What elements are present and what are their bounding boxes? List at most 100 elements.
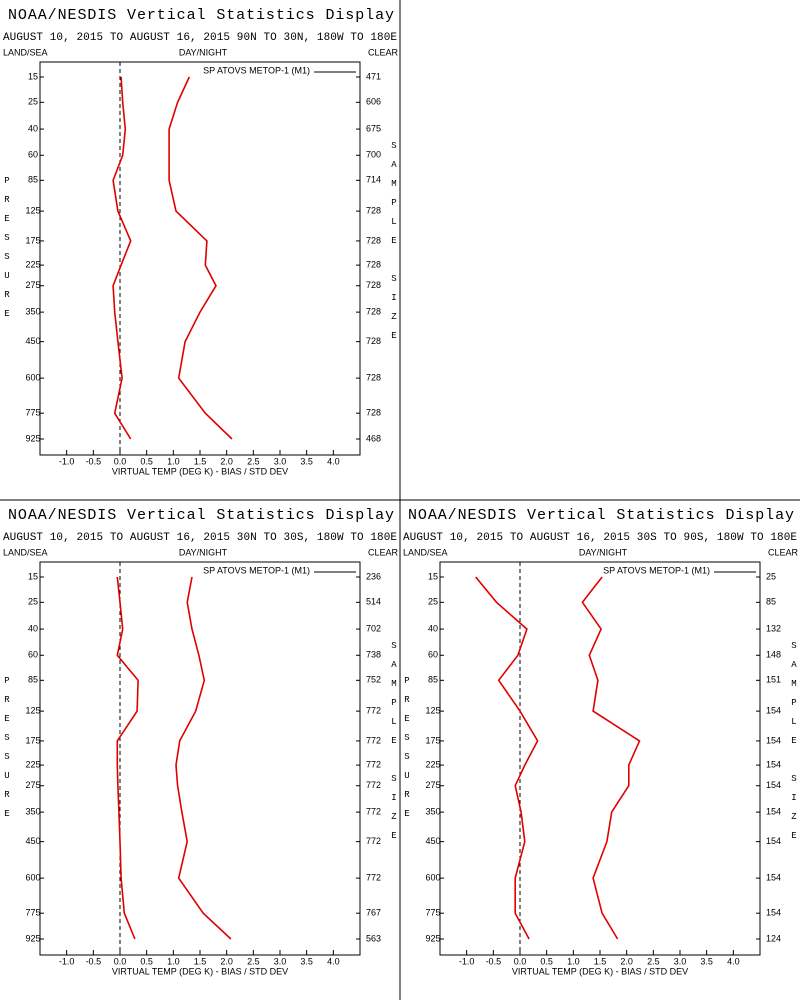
x-tick-label: 4.0 (727, 956, 740, 966)
y-tick-label: 350 (25, 806, 40, 816)
sample-size-label: 154 (766, 735, 781, 745)
x-tick-label: 2.0 (220, 456, 233, 466)
y-tick-label: 85 (28, 675, 38, 685)
x-tick-label: 0.0 (514, 956, 527, 966)
sample-size-label: 728 (366, 372, 381, 382)
x-tick-label: 1.5 (594, 956, 607, 966)
sample-size-label: 154 (766, 872, 781, 882)
x-tick-label: 3.5 (300, 956, 313, 966)
x-tick-label: -1.0 (59, 456, 75, 466)
x-tick-label: 0.5 (540, 956, 553, 966)
y2-axis-label: SAMPLE SIZE (389, 641, 399, 850)
x-tick-label: 3.0 (674, 956, 687, 966)
x-axis-label: VIRTUAL TEMP (DEG K) - BIAS / STD DEV (512, 966, 688, 976)
y-tick-label: 925 (425, 933, 440, 943)
legend-label: SP ATOVS METOP-1 (M1) (203, 65, 310, 75)
y-tick-label: 40 (28, 623, 38, 633)
sample-size-label: 154 (766, 780, 781, 790)
series-line (116, 576, 139, 940)
y2-axis-label: SAMPLE SIZE (389, 141, 399, 350)
y-tick-label: 450 (425, 836, 440, 846)
y-tick-label: 60 (428, 650, 438, 660)
y-axis-label: PRESSURE (2, 176, 12, 328)
label-center: DAY/NIGHT (579, 547, 628, 557)
y-tick-label: 175 (425, 735, 440, 745)
y-tick-label: 85 (428, 675, 438, 685)
x-tick-label: 0.0 (114, 956, 127, 966)
y-tick-label: 25 (28, 597, 38, 607)
x-tick-label: -1.0 (459, 956, 475, 966)
sample-size-label: 563 (366, 933, 381, 943)
sample-size-label: 85 (766, 597, 776, 607)
y-tick-label: 15 (28, 571, 38, 581)
label-left: LAND/SEA (3, 47, 48, 57)
sample-size-label: 772 (366, 705, 381, 715)
sample-size-label: 728 (366, 408, 381, 418)
y-tick-label: 15 (28, 71, 38, 81)
y-tick-label: 775 (25, 908, 40, 918)
y2-axis-label: SAMPLE SIZE (789, 641, 799, 850)
x-tick-label: 2.5 (647, 956, 660, 966)
sample-size-label: 752 (366, 675, 381, 685)
x-tick-label: 1.0 (567, 956, 580, 966)
sample-size-label: 714 (366, 175, 381, 185)
y-axis-label: PRESSURE (2, 676, 12, 828)
sample-size-label: 728 (366, 306, 381, 316)
x-tick-label: 1.5 (194, 956, 207, 966)
chart-title: NOAA/NESDIS Vertical Statistics Display (8, 7, 394, 24)
y-axis-label: PRESSURE (402, 676, 412, 828)
y-tick-label: 25 (28, 97, 38, 107)
sample-size-label: 154 (766, 759, 781, 769)
sample-size-label: 772 (366, 759, 381, 769)
label-right: CLEAR (368, 547, 399, 557)
y-tick-label: 125 (25, 205, 40, 215)
sample-size-label: 124 (766, 933, 781, 943)
plot-frame (39, 61, 361, 456)
sample-size-label: 700 (366, 150, 381, 160)
y-tick-label: 775 (425, 908, 440, 918)
panel: NOAA/NESDIS Vertical Statistics Display A… (2, 7, 399, 476)
x-tick-label: -0.5 (486, 956, 502, 966)
y-tick-label: 85 (28, 175, 38, 185)
sample-size-label: 154 (766, 806, 781, 816)
chart-title: NOAA/NESDIS Vertical Statistics Display (408, 507, 794, 524)
panel: NOAA/NESDIS Vertical Statistics Display A… (2, 507, 399, 976)
x-tick-label: 4.0 (327, 456, 340, 466)
sample-size-label: 728 (366, 336, 381, 346)
sample-size-label: 148 (766, 650, 781, 660)
x-axis-label: VIRTUAL TEMP (DEG K) - BIAS / STD DEV (112, 966, 288, 976)
y-tick-label: 25 (428, 597, 438, 607)
y-tick-label: 600 (425, 872, 440, 882)
y-tick-label: 350 (425, 806, 440, 816)
series-line (581, 576, 641, 940)
y-tick-label: 600 (25, 872, 40, 882)
series-line (112, 76, 132, 440)
legend-label: SP ATOVS METOP-1 (M1) (603, 565, 710, 575)
sample-size-label: 154 (766, 836, 781, 846)
y-tick-label: 60 (28, 650, 38, 660)
sample-size-label: 675 (366, 123, 381, 133)
sample-size-label: 772 (366, 836, 381, 846)
chart-title: NOAA/NESDIS Vertical Statistics Display (8, 507, 394, 524)
y-tick-label: 775 (25, 408, 40, 418)
x-tick-label: -1.0 (59, 956, 75, 966)
y-tick-label: 925 (25, 433, 40, 443)
x-tick-label: -0.5 (86, 456, 102, 466)
plot-frame (439, 561, 761, 956)
series-line (168, 76, 233, 440)
y-tick-label: 60 (28, 150, 38, 160)
x-tick-label: 1.5 (194, 456, 207, 466)
x-tick-label: 4.0 (327, 956, 340, 966)
label-right: CLEAR (768, 547, 799, 557)
x-tick-label: 2.0 (220, 956, 233, 966)
label-left: LAND/SEA (403, 547, 448, 557)
sample-size-label: 738 (366, 650, 381, 660)
y-tick-label: 225 (25, 259, 40, 269)
plot-frame (39, 561, 361, 956)
x-tick-label: 3.0 (274, 956, 287, 966)
y-tick-label: 275 (25, 280, 40, 290)
sample-size-label: 514 (366, 597, 381, 607)
x-tick-label: 1.0 (167, 956, 180, 966)
y-tick-label: 125 (25, 705, 40, 715)
x-tick-label: 3.0 (274, 456, 287, 466)
